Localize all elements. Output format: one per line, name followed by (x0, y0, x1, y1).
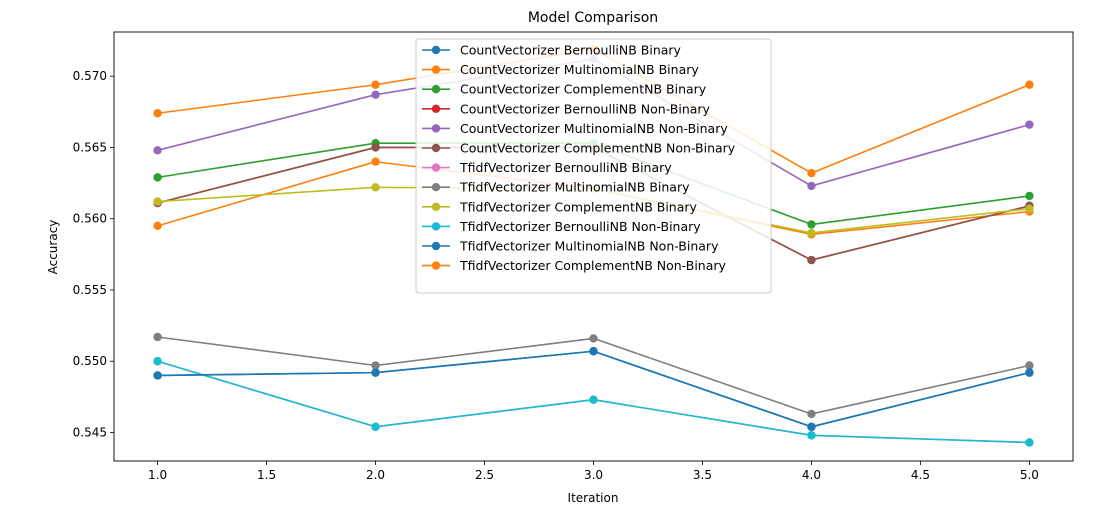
data-point (807, 220, 816, 229)
x-tick-label: 5.0 (1020, 468, 1039, 482)
y-axis-label: Accuracy (46, 220, 60, 275)
data-point (807, 255, 816, 265)
data-point (153, 221, 162, 231)
x-tick-label: 2.5 (475, 468, 494, 482)
legend-entry-label: TfidfVectorizer MultinomialNB Non-Binary (459, 239, 719, 254)
x-tick-label: 4.0 (802, 468, 821, 482)
legend-swatch-marker (431, 124, 441, 133)
data-point (153, 371, 162, 380)
data-point (807, 431, 816, 440)
data-point (153, 109, 162, 118)
data-point (807, 168, 816, 178)
x-tick-label: 2.0 (366, 468, 385, 482)
legend-entry-label: TfidfVectorizer ComplementNB Binary (459, 199, 698, 214)
data-point (1025, 120, 1034, 129)
legend-entry-label: TfidfVectorizer ComplementNB Non-Binary (459, 258, 727, 273)
y-tick-label: 0.555 (73, 283, 107, 297)
legend-entry-label: CountVectorizer BernoulliNB Non-Binary (460, 101, 711, 116)
data-point (589, 395, 598, 404)
legend-entry-label: CountVectorizer MultinomialNB Binary (460, 62, 699, 77)
legend: CountVectorizer BernoulliNB Binary CountV… (415, 38, 772, 294)
y-tick-label: 0.570 (73, 69, 107, 83)
data-point (1025, 361, 1034, 370)
data-point (153, 332, 162, 342)
data-point (371, 143, 380, 152)
axes-frame (113, 31, 1074, 462)
legend-swatch-marker (431, 241, 441, 251)
data-point (1025, 80, 1034, 89)
legend-entry-label: CountVectorizer ComplementNB Non-Binary (460, 141, 736, 156)
x-tick-label: 3.0 (584, 468, 603, 482)
x-tick-label: 1.0 (148, 468, 167, 482)
data-point (371, 368, 380, 377)
legend-swatch-marker (431, 45, 441, 55)
legend-swatch-marker (431, 104, 441, 114)
y-tick-label: 0.565 (73, 140, 107, 154)
data-point (1025, 438, 1034, 447)
legend-entry-label: CountVectorizer ComplementNB Binary (460, 82, 707, 97)
data-point (1025, 368, 1034, 377)
data-point (807, 422, 816, 431)
data-point (153, 173, 162, 182)
data-point (153, 146, 162, 155)
legend-swatch-marker (431, 85, 441, 94)
chart-title: Model Comparison (528, 10, 658, 26)
data-point (589, 347, 598, 356)
y-tick-label: 0.545 (73, 425, 107, 439)
data-point (371, 80, 380, 89)
x-tick-label: 3.5 (693, 468, 712, 482)
legend-swatch-marker (431, 222, 441, 231)
legend-entry-label: CountVectorizer BernoulliNB Binary (460, 43, 682, 58)
y-tick-label: 0.550 (73, 354, 107, 368)
legend-swatch-marker (431, 202, 441, 211)
legend-entry-label: TfidfVectorizer MultinomialNB Binary (459, 180, 690, 195)
data-point (807, 409, 816, 419)
legend-entry-label: CountVectorizer MultinomialNB Non-Binary (460, 121, 728, 136)
data-point (153, 357, 162, 366)
y-tick-label: 0.560 (73, 212, 107, 226)
data-point (371, 361, 380, 370)
data-point (371, 422, 380, 431)
legend-entry-label: TfidfVectorizer BernoulliNB Non-Binary (459, 219, 701, 234)
data-point (1025, 204, 1034, 213)
data-point (371, 157, 380, 166)
x-tick-label: 1.5 (257, 468, 276, 482)
legend-entry-label: TfidfVectorizer BernoulliNB Binary (459, 160, 672, 175)
legend-swatch-marker (431, 65, 441, 74)
data-point (1025, 191, 1034, 201)
legend-swatch-marker (431, 163, 441, 172)
data-point (371, 183, 380, 192)
data-point (153, 197, 162, 206)
data-point (371, 90, 380, 99)
x-tick-label: 4.5 (911, 468, 930, 482)
legend-swatch-marker (431, 183, 441, 192)
data-point (807, 181, 816, 191)
data-point (807, 228, 816, 238)
legend-box (415, 38, 772, 294)
data-point (589, 334, 598, 343)
legend-swatch-marker (431, 143, 441, 153)
x-axis-label: Iteration (568, 491, 619, 505)
legend-swatch-marker (431, 261, 441, 270)
